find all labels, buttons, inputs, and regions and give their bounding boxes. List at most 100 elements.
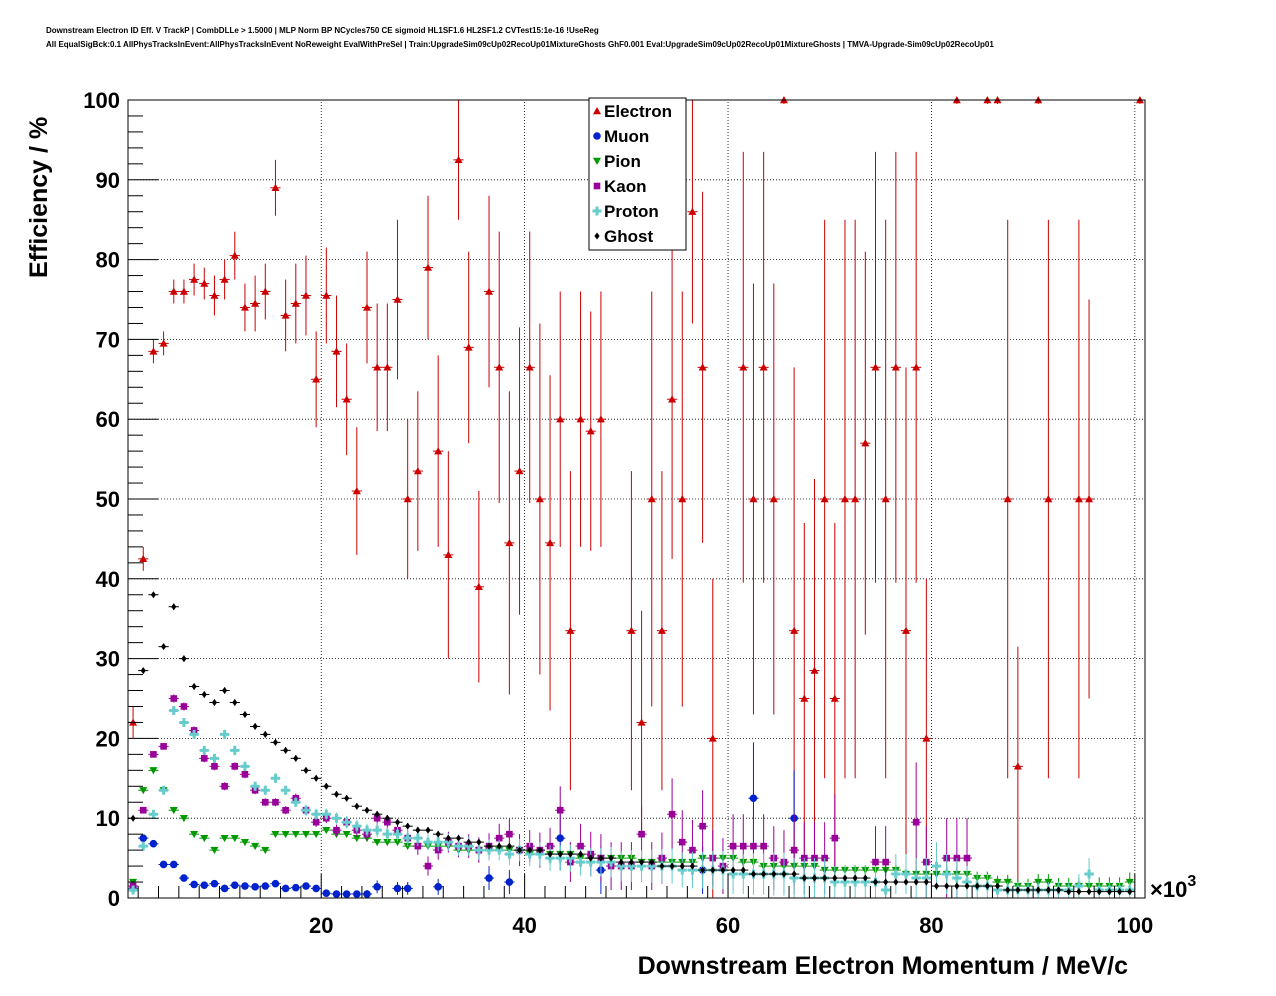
kaon-point bbox=[200, 755, 208, 762]
grid-lines bbox=[128, 100, 1145, 898]
muon-point bbox=[261, 882, 270, 890]
electron-point bbox=[830, 694, 839, 702]
ghost-point bbox=[557, 850, 563, 858]
kaon-point bbox=[221, 782, 228, 790]
x-tick-label: 20 bbox=[309, 913, 333, 938]
ghost-point bbox=[903, 878, 909, 886]
y-axis-title: Efficiency / % bbox=[25, 117, 53, 278]
y-tick-label: 60 bbox=[96, 407, 120, 432]
electron-point bbox=[322, 291, 331, 299]
y-tick-label: 90 bbox=[96, 168, 120, 193]
legend-marker-pion bbox=[593, 157, 601, 165]
ghost-point bbox=[893, 878, 899, 886]
kaon-point bbox=[272, 798, 279, 806]
ghost-point bbox=[883, 878, 889, 886]
electron-point bbox=[505, 538, 514, 547]
proton-point bbox=[382, 829, 392, 839]
proton-point bbox=[901, 869, 911, 879]
kaon-point bbox=[495, 834, 503, 842]
pion-point bbox=[312, 830, 321, 839]
electron-point bbox=[810, 666, 819, 674]
pion-point bbox=[373, 838, 382, 847]
electron-point bbox=[1003, 495, 1012, 503]
proton-point bbox=[687, 865, 697, 875]
electron-point bbox=[556, 415, 565, 423]
legend-box bbox=[588, 97, 687, 251]
proton-point bbox=[911, 873, 921, 883]
ghost-point bbox=[842, 874, 848, 882]
kaon-point bbox=[373, 814, 381, 822]
electron-point bbox=[922, 734, 931, 742]
ghost-point bbox=[364, 806, 370, 814]
pion-point bbox=[210, 846, 219, 855]
ghost-point bbox=[1076, 888, 1082, 896]
electron-point bbox=[332, 347, 341, 355]
ghost-point bbox=[211, 698, 218, 706]
proton-point bbox=[860, 877, 870, 887]
proton-point bbox=[504, 849, 514, 859]
pion-point bbox=[251, 842, 260, 851]
ghost-point bbox=[994, 882, 1001, 890]
proton-point bbox=[677, 865, 687, 875]
ghost-point bbox=[344, 794, 350, 802]
proton-point bbox=[830, 877, 840, 887]
pion-point bbox=[393, 838, 402, 847]
series-electron bbox=[128, 96, 1145, 898]
electron-point bbox=[739, 363, 748, 371]
proton-point bbox=[789, 873, 799, 883]
electron-point bbox=[342, 395, 351, 403]
proton-point bbox=[1074, 881, 1084, 891]
series-muon bbox=[128, 742, 800, 898]
proton-point bbox=[596, 857, 606, 867]
ghost-point bbox=[394, 818, 401, 826]
proton-point bbox=[535, 849, 545, 859]
electron-point bbox=[261, 287, 270, 295]
ghost-point bbox=[313, 774, 319, 782]
proton-point bbox=[393, 829, 403, 839]
legend-label-proton: Proton bbox=[604, 202, 659, 221]
ghost-point bbox=[1116, 888, 1123, 896]
kaon-point bbox=[261, 798, 269, 806]
ghost-point bbox=[140, 667, 146, 675]
proton-point bbox=[240, 761, 250, 771]
electron-point bbox=[352, 487, 361, 495]
ghost-point bbox=[608, 854, 614, 862]
electron-point bbox=[474, 582, 483, 590]
proton-point bbox=[179, 717, 189, 727]
muon-point bbox=[749, 794, 758, 803]
ghost-point bbox=[537, 846, 543, 854]
electron-point bbox=[444, 550, 453, 559]
proton-point bbox=[291, 797, 301, 807]
proton-point bbox=[342, 817, 352, 827]
ghost-point bbox=[222, 687, 228, 695]
muon-point bbox=[556, 834, 565, 842]
electron-point bbox=[1044, 495, 1053, 503]
kaon-point bbox=[729, 842, 737, 850]
pion-point bbox=[271, 830, 280, 839]
ghost-point bbox=[984, 882, 990, 890]
proton-point bbox=[555, 853, 565, 863]
legend-marker-muon bbox=[593, 132, 601, 140]
proton-point bbox=[311, 809, 321, 819]
proton-point bbox=[138, 841, 148, 851]
x-tick-label: 60 bbox=[716, 913, 740, 938]
ghost-point bbox=[333, 790, 340, 798]
ghost-point bbox=[445, 834, 451, 842]
pion-point bbox=[301, 830, 310, 839]
kaon-point bbox=[231, 763, 239, 770]
muon-point bbox=[230, 881, 239, 890]
proton-point bbox=[270, 773, 280, 783]
ghost-point bbox=[852, 874, 858, 882]
proton-point bbox=[321, 809, 331, 819]
ghost-point bbox=[476, 838, 482, 846]
y-tick-label: 30 bbox=[96, 647, 120, 672]
electron-point bbox=[769, 495, 778, 503]
ghost-point bbox=[272, 738, 279, 746]
kaon-point bbox=[333, 826, 340, 834]
muon-point bbox=[169, 860, 178, 869]
ghost-point bbox=[150, 591, 157, 599]
ghost-point bbox=[659, 862, 665, 870]
electron-point bbox=[800, 694, 809, 702]
x-tick-label: 80 bbox=[919, 913, 943, 938]
ghost-point bbox=[689, 862, 696, 870]
